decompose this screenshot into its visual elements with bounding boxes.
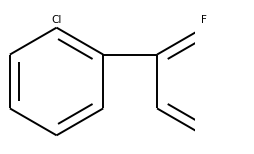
Text: F: F [201,15,207,25]
Text: Cl: Cl [51,15,62,25]
